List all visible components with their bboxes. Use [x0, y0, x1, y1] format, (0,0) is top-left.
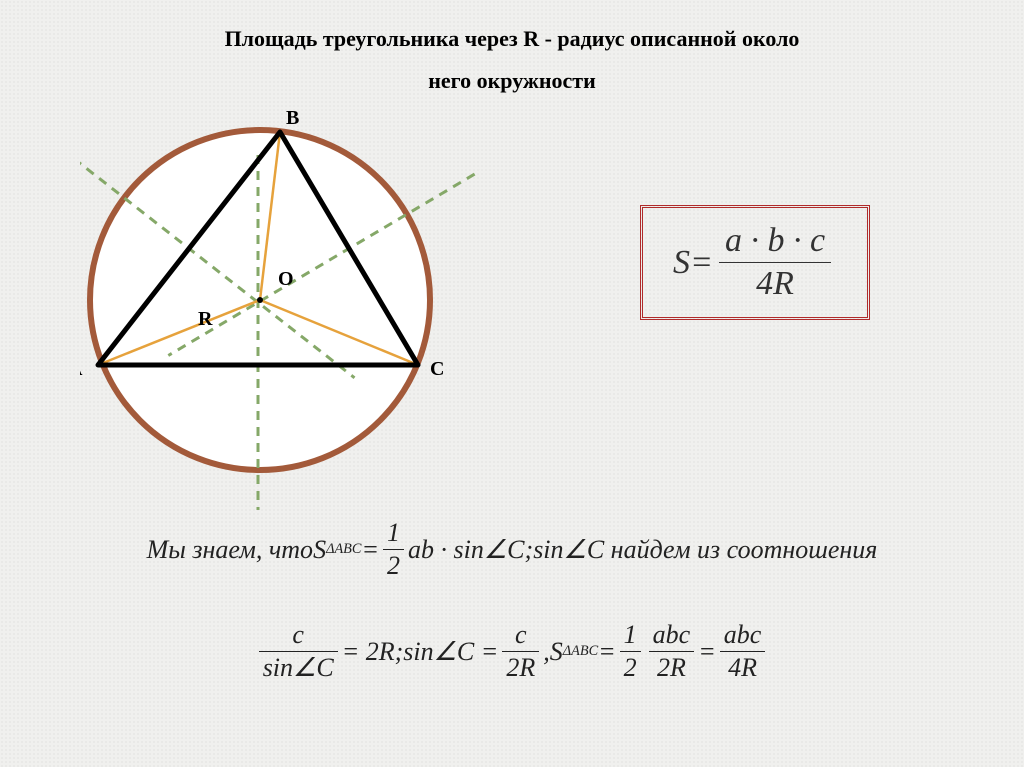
s-symbol: S — [313, 535, 326, 565]
formula-numerator: a · b · c — [719, 222, 831, 263]
one-half-2: 1 2 — [620, 620, 641, 683]
vertex-label-b: B — [286, 110, 299, 129]
c-over-sinc-fraction: c sin∠C — [259, 620, 338, 683]
formula-denominator: 4R — [719, 263, 831, 303]
eq-sign-1: = — [361, 535, 379, 565]
abc-over-2r: abc 2R — [649, 620, 695, 683]
vertex-label-c: C — [430, 358, 444, 380]
title-line-1: Площадь треугольника через R - радиус оп… — [225, 26, 800, 51]
derivation-line-1: Мы знаем, что SΔABC = 1 2 ab · sin∠C ; s… — [0, 518, 1024, 581]
separator-1: ; — [525, 535, 534, 565]
center-point — [257, 297, 263, 303]
formula-lhs: S — [673, 244, 690, 282]
title-line-2: него окружности — [428, 68, 596, 93]
s-subscript-2: ΔABC — [563, 643, 598, 660]
formula-eq: = — [690, 244, 713, 282]
derivation-line-2: c sin∠C = 2R; sin∠C = c 2R , SΔABC = 1 2… — [0, 620, 1024, 683]
abc-over-4r: abc 4R — [720, 620, 766, 683]
circumcircle-diagram: A B C O R — [80, 110, 480, 510]
c-over-2r-fraction: c 2R — [502, 620, 539, 683]
s-symbol-2: S — [550, 637, 563, 667]
center-label-o: O — [278, 268, 294, 290]
area-formula-box: S = a · b · c 4R — [640, 205, 870, 320]
s-subscript: ΔABC — [326, 541, 361, 558]
radius-label-r: R — [198, 308, 213, 330]
formula-fraction: a · b · c 4R — [719, 222, 831, 303]
eq-2r: = 2R; — [342, 637, 404, 667]
intro-text: Мы знаем, что — [147, 535, 313, 565]
one-half-fraction: 1 2 — [383, 518, 404, 581]
eq-sign-2: = — [598, 637, 616, 667]
sinc-eq: sin∠C = — [403, 637, 498, 667]
vertex-label-a: A — [80, 358, 83, 380]
sinc-find-text: sin∠C найдем из соотношения — [533, 535, 877, 565]
page-title: Площадь треугольника через R - радиус оп… — [0, 18, 1024, 102]
ab-sinc: ab · sin∠C — [408, 535, 525, 565]
eq-sign-3: = — [698, 637, 716, 667]
